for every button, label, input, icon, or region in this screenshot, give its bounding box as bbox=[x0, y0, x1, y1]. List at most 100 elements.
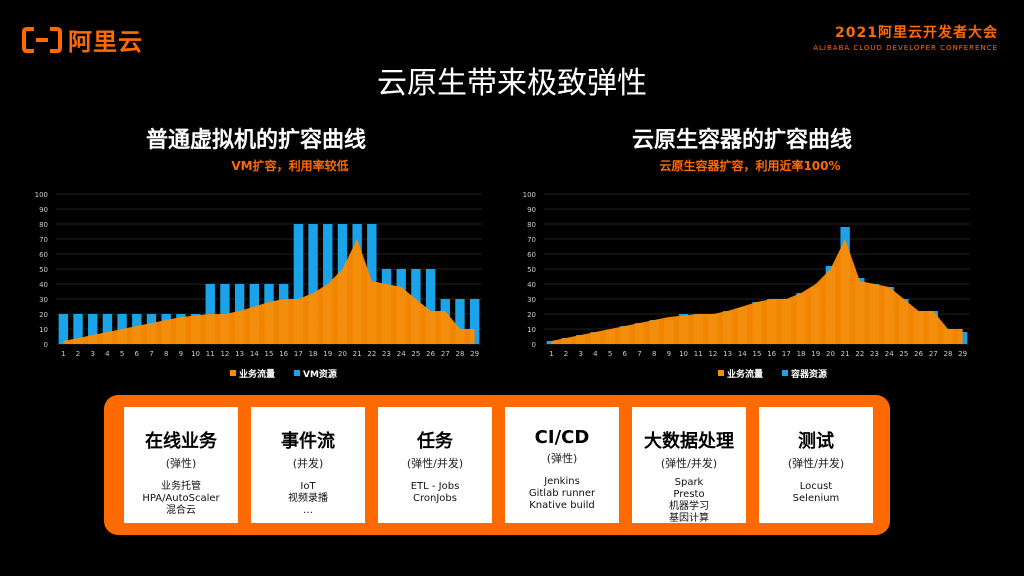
x-tick-label: 10 bbox=[191, 350, 200, 358]
x-tick-label: 10 bbox=[679, 350, 688, 358]
y-tick-label: 20 bbox=[527, 311, 536, 319]
bar-VM资源 bbox=[293, 224, 304, 344]
x-tick-label: 14 bbox=[738, 350, 747, 358]
card-line: … bbox=[303, 505, 313, 516]
y-tick-label: 70 bbox=[527, 236, 536, 244]
x-tick-label: 5 bbox=[608, 350, 612, 358]
y-tick-label: 90 bbox=[527, 206, 536, 214]
card-line: Presto bbox=[673, 489, 705, 500]
card-line: 视频录播 bbox=[288, 493, 328, 504]
x-tick-label: 20 bbox=[338, 350, 347, 358]
x-tick-label: 4 bbox=[593, 350, 598, 358]
x-tick-label: 2 bbox=[76, 350, 80, 358]
bar-VM资源 bbox=[88, 314, 98, 344]
card-line: Locust bbox=[799, 481, 833, 492]
card-subtitle: (弹性/并发) bbox=[660, 457, 718, 470]
card-details: Spark Presto 机器学习 基因计算 bbox=[632, 477, 746, 525]
page-title: 云原生带来极致弹性 bbox=[377, 66, 647, 101]
y-tick-label: 50 bbox=[527, 266, 536, 274]
x-tick-label: 16 bbox=[767, 350, 776, 358]
x-tick-label: 21 bbox=[353, 350, 362, 358]
y-tick-label: 70 bbox=[39, 236, 48, 244]
y-tick-label: 80 bbox=[527, 221, 536, 229]
x-tick-label: 23 bbox=[870, 350, 879, 358]
logo-text: 阿里云 bbox=[68, 28, 143, 56]
y-tick-label: 0 bbox=[44, 341, 48, 349]
x-tick-label: 27 bbox=[441, 350, 450, 358]
bar-VM资源 bbox=[102, 314, 113, 344]
card-event-stream: 事件流 (并发) IoT 视频录播 … bbox=[251, 407, 365, 523]
card-cicd: CI/CD (弹性) Jenkins Gitlab runner Knative… bbox=[505, 407, 619, 523]
y-tick-label: 0 bbox=[532, 341, 536, 349]
x-tick-label: 7 bbox=[149, 350, 153, 358]
legend-swatch-resource bbox=[294, 370, 300, 376]
area-业务流量 bbox=[63, 239, 475, 344]
y-tick-label: 60 bbox=[527, 251, 536, 259]
card-subtitle: (弹性/并发) bbox=[787, 457, 845, 470]
x-tick-label: 28 bbox=[456, 350, 465, 358]
card-details: Locust Selenium bbox=[759, 481, 873, 505]
x-tick-label: 3 bbox=[90, 350, 94, 358]
x-tick-label: 27 bbox=[929, 350, 938, 358]
y-tick-label: 20 bbox=[39, 311, 48, 319]
x-tick-label: 15 bbox=[265, 350, 274, 358]
x-tick-label: 3 bbox=[578, 350, 582, 358]
conference-line1: 2021阿里云开发者大会 bbox=[835, 25, 998, 41]
alibaba-cloud-logo-icon bbox=[22, 26, 62, 54]
x-tick-label: 11 bbox=[206, 350, 215, 358]
y-tick-label: 30 bbox=[527, 296, 536, 304]
card-line: 混合云 bbox=[166, 505, 196, 516]
legend-swatch-traffic bbox=[718, 370, 724, 376]
card-line: ETL - Jobs bbox=[410, 481, 460, 492]
legend-label-traffic: 业务流量 bbox=[239, 368, 275, 380]
bar-VM资源 bbox=[469, 299, 480, 344]
x-tick-label: 20 bbox=[826, 350, 835, 358]
card-title: 大数据处理 bbox=[644, 431, 734, 452]
card-line: 基因计算 bbox=[669, 513, 709, 524]
x-tick-label: 9 bbox=[667, 350, 671, 358]
legend-swatch-traffic bbox=[230, 370, 236, 376]
y-tick-label: 50 bbox=[39, 266, 48, 274]
x-tick-label: 21 bbox=[841, 350, 850, 358]
x-tick-label: 18 bbox=[309, 350, 318, 358]
conference-title: 2021阿里云开发者大会 ALIBABA CLOUD DEVELOPER CON… bbox=[813, 22, 998, 52]
x-tick-label: 13 bbox=[723, 350, 732, 358]
y-tick-label: 80 bbox=[39, 221, 48, 229]
x-tick-label: 29 bbox=[958, 350, 967, 358]
x-tick-label: 15 bbox=[753, 350, 762, 358]
bar-VM资源 bbox=[455, 299, 465, 344]
x-tick-label: 9 bbox=[179, 350, 183, 358]
card-details: 业务托管 HPA/AutoScaler 混合云 bbox=[124, 481, 238, 517]
x-tick-label: 29 bbox=[470, 350, 479, 358]
card-title: 任务 bbox=[417, 431, 453, 452]
chart2-title: 云原生容器的扩容曲线 bbox=[631, 128, 852, 153]
chart1-subtitle: VM扩容，利用率较低 bbox=[231, 159, 349, 173]
x-tick-label: 8 bbox=[652, 350, 656, 358]
x-tick-label: 16 bbox=[279, 350, 288, 358]
bar-VM资源 bbox=[308, 224, 318, 344]
card-line: HPA/AutoScaler bbox=[142, 493, 220, 504]
x-tick-label: 1 bbox=[61, 350, 65, 358]
x-tick-label: 28 bbox=[944, 350, 953, 358]
card-testing: 测试 (弹性/并发) Locust Selenium bbox=[759, 407, 873, 523]
card-line: Spark bbox=[674, 477, 704, 488]
card-tasks: 任务 (弹性/并发) ETL - Jobs CronJobs bbox=[378, 407, 492, 523]
card-title: 测试 bbox=[798, 431, 834, 452]
card-line: IoT bbox=[300, 481, 316, 492]
x-tick-label: 18 bbox=[797, 350, 806, 358]
legend-label-resource: 容器资源 bbox=[790, 368, 827, 380]
card-details: IoT 视频录播 … bbox=[251, 481, 365, 517]
card-title: 事件流 bbox=[281, 431, 335, 452]
legend-label-resource: VM资源 bbox=[303, 368, 337, 380]
x-tick-label: 12 bbox=[220, 350, 229, 358]
y-tick-label: 100 bbox=[523, 191, 536, 199]
x-tick-label: 17 bbox=[294, 350, 303, 358]
y-tick-label: 90 bbox=[39, 206, 48, 214]
card-details: Jenkins Gitlab runner Knative build bbox=[505, 476, 619, 512]
x-tick-label: 22 bbox=[367, 350, 376, 358]
bar-VM资源 bbox=[425, 269, 436, 344]
y-tick-label: 40 bbox=[39, 281, 48, 289]
card-line: Gitlab runner bbox=[528, 488, 596, 499]
x-tick-label: 22 bbox=[855, 350, 864, 358]
